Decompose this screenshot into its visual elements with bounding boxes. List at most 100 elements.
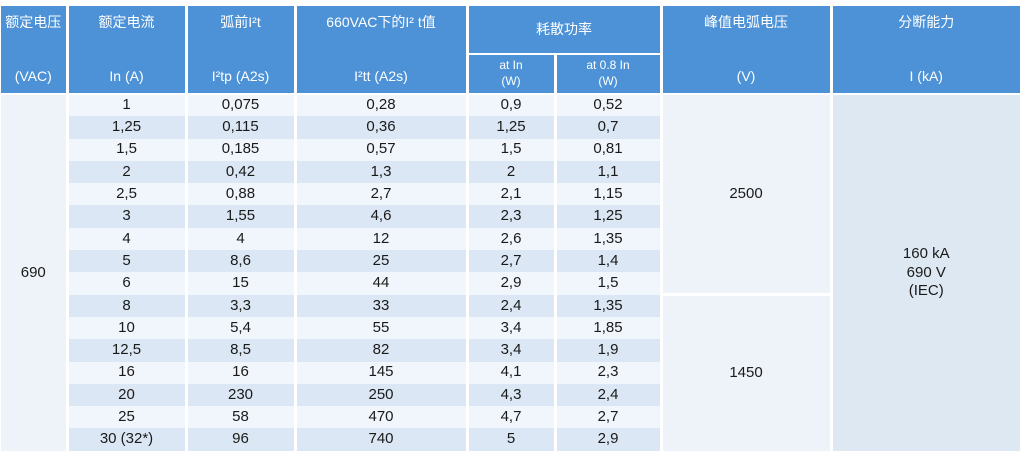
cell-power-at-in: 2,7 <box>467 250 557 273</box>
cell-power-at-in: 2,1 <box>467 183 557 206</box>
cell-pre-arc-i2t: 3,3 <box>186 294 297 317</box>
cell-power-at-in: 5 <box>467 428 557 451</box>
cell-i2t-660vac: 2,7 <box>295 183 469 206</box>
cell-pre-arc-i2t: 0,185 <box>186 138 297 161</box>
header-rated-current: 额定电流 In (A) <box>67 6 188 95</box>
subheader-line: at 0.8 In <box>586 58 630 73</box>
table-row: 8 3,3 33 2,4 1,35 1450 <box>1 294 1020 451</box>
header-unit: (VAC) <box>14 67 52 84</box>
cell-pre-arc-i2t: 5,4 <box>186 316 297 340</box>
subheader-line: at In <box>499 58 523 73</box>
cell-power-at-0-8-in: 1,1 <box>555 160 663 184</box>
cell-power-at-0-8-in: 1,85 <box>555 316 663 340</box>
header-title: 分断能力 <box>898 14 955 30</box>
breaking-capacity-line: 160 kA <box>902 244 950 262</box>
breaking-capacity-cell: 160 kA 690 V (IEC) <box>831 94 1020 451</box>
cell-rated-current: 5 <box>67 250 188 273</box>
cell-pre-arc-i2t: 0,075 <box>186 94 297 117</box>
cell-power-at-0-8-in: 1,35 <box>555 294 663 317</box>
cell-power-at-in: 3,4 <box>467 339 557 362</box>
header-power-at-in: at In (W) <box>467 53 557 95</box>
subheader-line: (W) <box>501 74 521 88</box>
cell-rated-current: 2,5 <box>67 183 188 206</box>
cell-power-at-0-8-in: 1,15 <box>555 183 663 206</box>
table-row: 10 5,4 55 3,4 1,85 <box>1 316 1020 340</box>
cell-power-at-in: 2,3 <box>467 205 557 228</box>
cell-power-at-0-8-in: 2,4 <box>555 383 663 407</box>
header-pre-arc-i2t: 弧前I²t I²tp (A2s) <box>186 6 297 95</box>
peak-arc-voltage-cell: 2500 <box>661 94 833 297</box>
table-row: 16 16 145 4,1 2,3 <box>1 361 1020 384</box>
cell-power-at-in: 4,3 <box>467 383 557 407</box>
table-row: 20 230 250 4,3 2,4 <box>1 383 1020 407</box>
header-rated-voltage: 额定电压 (VAC) <box>1 6 69 95</box>
rated-voltage-cell: 690 <box>1 94 69 451</box>
table-row: 2,5 0,88 2,7 2,1 1,15 <box>1 183 1020 206</box>
cell-i2t-660vac: 0,36 <box>295 116 469 139</box>
cell-pre-arc-i2t: 0,115 <box>186 116 297 139</box>
cell-i2t-660vac: 44 <box>295 272 469 295</box>
header-unit: I²tp (A2s) <box>211 67 270 84</box>
cell-power-at-0-8-in: 1,5 <box>555 272 663 295</box>
cell-power-at-in: 2,6 <box>467 227 557 251</box>
peak-arc-voltage-cell: 1450 <box>661 294 833 451</box>
cell-power-at-in: 0,9 <box>467 94 557 117</box>
cell-pre-arc-i2t: 8,5 <box>186 339 297 362</box>
cell-power-at-0-8-in: 0,52 <box>555 94 663 117</box>
cell-i2t-660vac: 740 <box>295 428 469 451</box>
cell-pre-arc-i2t: 58 <box>186 406 297 429</box>
header-breaking-capacity: 分断能力 I (kA) <box>831 6 1020 95</box>
cell-rated-current: 12,5 <box>67 339 188 362</box>
cell-power-at-0-8-in: 2,3 <box>555 361 663 384</box>
table-row: 12,5 8,5 82 3,4 1,9 <box>1 339 1020 362</box>
cell-power-at-0-8-in: 1,35 <box>555 227 663 251</box>
breaking-capacity-line: (IEC) <box>908 282 944 300</box>
cell-power-at-in: 3,4 <box>467 316 557 340</box>
table-row: 690 1 0,075 0,28 0,9 0,52 2500 160 kA 690 V (IEC) <box>1 94 1020 451</box>
cell-power-at-0-8-in: 1,9 <box>555 339 663 362</box>
cell-i2t-660vac: 250 <box>295 383 469 407</box>
cell-pre-arc-i2t: 8,6 <box>186 250 297 273</box>
table-row: 1,25 0,115 0,36 1,25 0,7 <box>1 116 1020 139</box>
cell-pre-arc-i2t: 0,88 <box>186 183 297 206</box>
cell-pre-arc-i2t: 96 <box>186 428 297 451</box>
cell-pre-arc-i2t: 16 <box>186 361 297 384</box>
cell-pre-arc-i2t: 1,55 <box>186 205 297 228</box>
cell-rated-current: 1,25 <box>67 116 188 139</box>
cell-pre-arc-i2t: 15 <box>186 272 297 295</box>
cell-power-at-0-8-in: 2,9 <box>555 428 663 451</box>
cell-i2t-660vac: 4,6 <box>295 205 469 228</box>
cell-power-at-in: 4,1 <box>467 361 557 384</box>
cell-rated-current: 3 <box>67 205 188 228</box>
cell-rated-current: 25 <box>67 406 188 429</box>
table-body: 690 1 0,075 0,28 0,9 0,52 2500 160 kA 690 V (IEC)… <box>1 94 1020 451</box>
cell-i2t-660vac: 12 <box>295 227 469 251</box>
table-header: 额定电压 (VAC) 额定电流 In (A) 弧前I²t I²tp (A2s) <box>1 6 1020 95</box>
header-unit: I²tt (A2s) <box>354 67 408 84</box>
cell-pre-arc-i2t: 4 <box>186 227 297 251</box>
cell-i2t-660vac: 25 <box>295 250 469 273</box>
header-title: 额定电压 <box>5 14 62 30</box>
header-title: 弧前I²t <box>220 14 261 30</box>
table-row: 25 58 470 4,7 2,7 <box>1 406 1020 429</box>
table-row: 3 1,55 4,6 2,3 1,25 <box>1 205 1020 228</box>
header-unit: (V) <box>736 67 756 84</box>
cell-power-at-in: 2 <box>467 160 557 184</box>
header-peak-arc-voltage: 峰值电弧电压 (V) <box>661 6 833 95</box>
table-row: 6 15 44 2,9 1,5 <box>1 272 1020 295</box>
cell-i2t-660vac: 470 <box>295 406 469 429</box>
cell-i2t-660vac: 1,3 <box>295 160 469 184</box>
cell-rated-current: 30 (32*) <box>67 428 188 451</box>
cell-i2t-660vac: 0,57 <box>295 138 469 161</box>
breaking-capacity-line: 690 V <box>906 263 946 281</box>
table-row: 5 8,6 25 2,7 1,4 <box>1 250 1020 273</box>
table-row: 1,5 0,185 0,57 1,5 0,81 <box>1 138 1020 161</box>
cell-rated-current: 4 <box>67 227 188 251</box>
header-title: 耗散功率 <box>536 20 592 37</box>
table-row: 30 (32*) 96 740 5 2,9 <box>1 428 1020 451</box>
header-unit: I (kA) <box>909 67 943 84</box>
cell-i2t-660vac: 82 <box>295 339 469 362</box>
cell-power-at-0-8-in: 0,7 <box>555 116 663 139</box>
cell-power-at-0-8-in: 1,25 <box>555 205 663 228</box>
cell-pre-arc-i2t: 230 <box>186 383 297 407</box>
